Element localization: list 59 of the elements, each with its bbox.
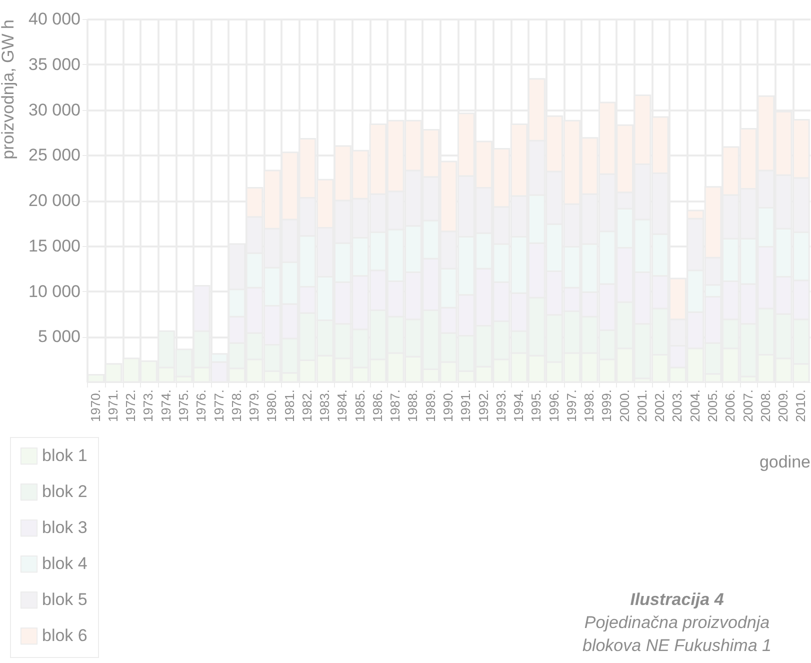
x-tick-label: 1990.	[440, 390, 456, 422]
x-tick-label: 1984.	[334, 390, 350, 422]
y-tick-label: 40 000	[28, 10, 80, 28]
x-tick-label: 1989.	[422, 390, 438, 422]
x-tick-label: 1994.	[511, 390, 526, 422]
y-tick-label: 15 000	[28, 236, 80, 256]
x-tick-label: 1976.	[194, 390, 209, 422]
text: Ilustracija 4	[629, 589, 725, 611]
x-tick-label: 1993.	[493, 390, 508, 422]
x-tick-label: 2008.	[758, 390, 773, 422]
y-tick-label: 25 000	[28, 146, 80, 165]
x-tick-label: 1981.	[282, 390, 297, 422]
text: Pojedinačna proizvodnja blokova NE Fukushima 1	[582, 612, 772, 657]
y-axis-title: proizvodnja, GW h	[0, 20, 18, 160]
y-tick-label: 10 000	[28, 282, 80, 301]
x-tick-label: 1991.	[458, 390, 474, 422]
x-tick-label: 2007.	[740, 390, 756, 422]
x-tick-label: 1988.	[405, 390, 420, 422]
x-tick-label: 1997.	[564, 390, 579, 422]
x-tick-label: 1980.	[264, 390, 280, 422]
legend-label: blok 4	[42, 554, 88, 573]
x-tick-label: 1978.	[228, 390, 244, 422]
legend-label: blok 1	[42, 446, 88, 465]
x-tick-label: 2002.	[652, 390, 668, 422]
x-tick-label: 1986.	[370, 390, 385, 422]
y-tick-label: 30 000	[28, 100, 80, 120]
legend-label: blok 6	[42, 626, 88, 645]
x-axis-title: godine	[759, 452, 810, 472]
x-tick-label: 2003.	[670, 390, 685, 422]
x-tick-label: 1970.	[88, 390, 103, 422]
legend-label: blok 5	[42, 590, 88, 609]
y-tick-label: 20 000	[28, 191, 80, 210]
x-tick-label: 1972.	[123, 390, 138, 422]
x-tick-label: 1985.	[352, 390, 368, 422]
x-tick-label: 1975.	[176, 390, 191, 422]
x-tick-label: 2005.	[705, 390, 720, 422]
x-tick-label: 2001.	[634, 390, 650, 422]
y-tick-label: 35 000	[28, 54, 80, 74]
x-tick-label: 1973.	[140, 390, 156, 422]
x-tick-label: 1996.	[546, 390, 562, 422]
x-tick-label: 1977.	[211, 390, 226, 422]
x-tick-label: 1999.	[599, 390, 614, 422]
x-tick-label: 2010.	[793, 390, 808, 422]
x-tick-label: 1982.	[299, 390, 314, 422]
x-tick-label: 1983.	[317, 390, 332, 422]
x-tick-label: 1992.	[476, 390, 491, 422]
x-tick-label: 1987.	[388, 390, 403, 422]
x-tick-label: 1974.	[158, 390, 174, 422]
x-tick-label: 2009.	[776, 390, 791, 422]
y-tick-label: 5 000	[38, 327, 80, 346]
x-tick-label: 2000.	[616, 390, 632, 422]
x-tick-label: 1979.	[246, 390, 262, 422]
legend-label: blok 2	[42, 482, 88, 501]
x-tick-label: 2004.	[687, 390, 702, 422]
x-tick-label: 1998.	[582, 390, 597, 422]
x-tick-label: 2006.	[722, 390, 738, 422]
legend-label: blok 3	[42, 518, 88, 537]
x-tick-label: 1995.	[528, 390, 544, 422]
x-tick-label: 1971.	[105, 390, 120, 422]
